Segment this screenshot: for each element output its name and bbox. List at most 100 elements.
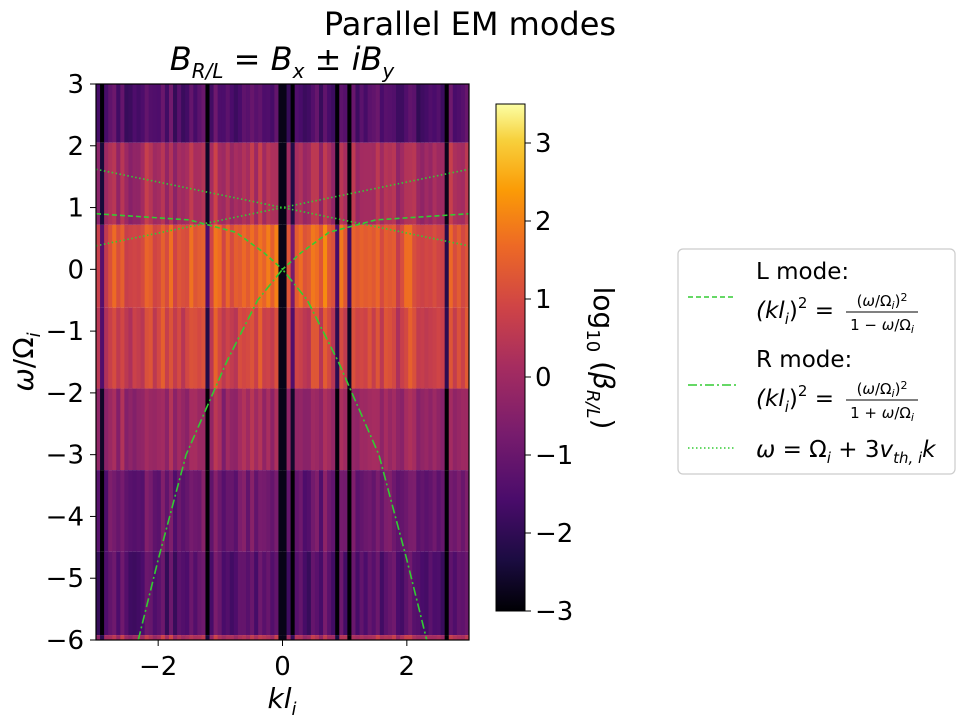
heatmap-cell [335, 551, 340, 636]
heatmap-cell [173, 470, 178, 552]
heatmap-cell [185, 470, 190, 552]
heatmap-cell [383, 551, 389, 636]
heatmap-cell [258, 470, 263, 552]
heatmap-cell [108, 84, 113, 143]
heatmap-cell [148, 224, 154, 308]
heatmap-cell [335, 142, 340, 225]
heatmap-cell [379, 224, 385, 308]
heatmap-cell [359, 142, 365, 225]
heatmap-cell [250, 635, 255, 640]
heatmap-cell [164, 551, 170, 636]
y-tick-label: −4 [46, 502, 84, 532]
heatmap-cell [282, 142, 288, 225]
heatmap-cell [112, 388, 117, 471]
heatmap-cell [201, 635, 207, 640]
heatmap-cell [323, 142, 328, 225]
heatmap-cell [177, 635, 182, 640]
heatmap-cell [250, 224, 255, 308]
heatmap-cell [448, 551, 454, 636]
heatmap-cell [327, 307, 332, 389]
heatmap-cell [156, 142, 162, 225]
heatmap-cell [290, 635, 296, 640]
heatmap-cell [400, 224, 405, 308]
heatmap-cell [237, 307, 243, 389]
heatmap-cell [209, 224, 215, 308]
heatmap-cell [140, 635, 146, 640]
heatmap-cell [241, 470, 247, 552]
heatmap-cell [201, 224, 207, 308]
heatmap-cell [416, 551, 421, 636]
heatmap-cell [367, 307, 373, 389]
heatmap-cell [132, 307, 138, 389]
series-line-2 [96, 168, 469, 247]
heatmap-cell [189, 388, 194, 471]
heatmap-cell [213, 551, 219, 636]
heatmap-cell [310, 307, 316, 389]
heatmap-cell [193, 224, 198, 308]
heatmap-cell [100, 388, 105, 471]
heatmap-cell [408, 307, 413, 389]
heatmap-cell [444, 551, 450, 636]
heatmap-cell [404, 551, 409, 636]
series-line-2 [96, 168, 469, 247]
heatmap-cell [408, 224, 413, 308]
y-tick-label: 3 [67, 70, 84, 100]
x-tick-label: −2 [139, 652, 177, 682]
heatmap-cell [177, 551, 182, 636]
heatmap-cell [237, 551, 243, 636]
heatmap-cell [270, 470, 275, 552]
heatmap-cell [302, 470, 308, 552]
heatmap-cell [294, 307, 300, 389]
heatmap-cell [391, 551, 397, 636]
heatmap-cell [274, 388, 280, 471]
heatmap-cell [387, 84, 393, 143]
heatmap-cell [460, 470, 466, 552]
heatmap-cell [432, 635, 438, 640]
heatmap-cell [144, 388, 150, 471]
legend-box [677, 248, 956, 475]
heatmap-cell [375, 635, 381, 640]
heatmap-cell [351, 635, 357, 640]
heatmap-cell [452, 224, 458, 308]
heatmap-cell [294, 470, 300, 552]
heatmap-cell [404, 307, 409, 389]
heatmap-cell [424, 470, 430, 552]
heatmap-cell [460, 307, 466, 389]
heatmap-cell [359, 224, 365, 308]
heatmap-cell [144, 470, 150, 552]
y-tick-label: −5 [46, 564, 84, 594]
legend-l-mode-frac-den: 1 − ω/Ωi [850, 316, 914, 336]
legend-l-mode-formula: (kli)2 = [756, 294, 834, 328]
heatmap-cell [108, 635, 113, 640]
heatmap-cell [416, 224, 421, 308]
heatmap-cell [185, 84, 190, 143]
heatmap-cell [444, 142, 450, 225]
heatmap-cell [331, 551, 336, 636]
heatmap-cell [237, 224, 243, 308]
heatmap-cell [404, 388, 409, 471]
heatmap-cell [286, 84, 292, 143]
heatmap-cell [104, 224, 109, 308]
heatmap-cell [323, 224, 328, 308]
heatmap-cell [140, 388, 146, 471]
heatmap-cell [456, 388, 462, 471]
heatmap-cell [379, 470, 385, 552]
heatmap-cell [185, 142, 190, 225]
heatmap-cell [412, 470, 417, 552]
heatmap-cell [359, 388, 365, 471]
heatmap-cell [209, 470, 215, 552]
heatmap-cell [225, 470, 231, 552]
heatmap-cell [383, 307, 389, 389]
heatmap-cell [262, 388, 267, 471]
heatmap-cell [396, 224, 401, 308]
heatmap-cell [452, 635, 458, 640]
heatmap-cell [339, 307, 344, 389]
heatmap-cell [140, 470, 146, 552]
heatmap-cell [400, 551, 405, 636]
heatmap-cell [282, 470, 288, 552]
heatmap-cell [96, 307, 101, 389]
heatmap-cell [347, 307, 353, 389]
heatmap-cell [189, 551, 194, 636]
heatmap-cell [193, 142, 198, 225]
heatmap-cell [233, 388, 239, 471]
